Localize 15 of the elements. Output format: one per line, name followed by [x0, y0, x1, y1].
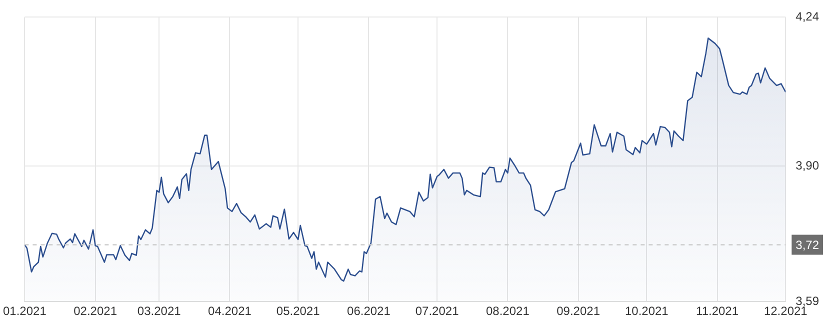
- x-tick-label: 03.2021: [137, 304, 182, 318]
- x-tick-label: 09.2021: [556, 304, 600, 318]
- x-tick-label: 01.2021: [2, 304, 47, 318]
- x-tick-label: 11.2021: [696, 304, 739, 318]
- x-tick-label: 08.2021: [486, 304, 530, 318]
- ref-line-label: 3,72: [796, 238, 820, 252]
- y-tick-label: 4,24: [796, 10, 820, 24]
- x-tick-label: 04.2021: [208, 304, 252, 318]
- x-tick-label: 02.2021: [74, 304, 118, 318]
- y-tick-label: 3,90: [796, 158, 820, 172]
- x-tick-label: 06.2021: [347, 304, 391, 318]
- x-tick-label: 07.2021: [415, 304, 460, 318]
- x-tick-label: 05.2021: [276, 304, 320, 318]
- y-tick-label: 3,59: [796, 294, 820, 308]
- x-tick-label: 10.2021: [624, 304, 669, 318]
